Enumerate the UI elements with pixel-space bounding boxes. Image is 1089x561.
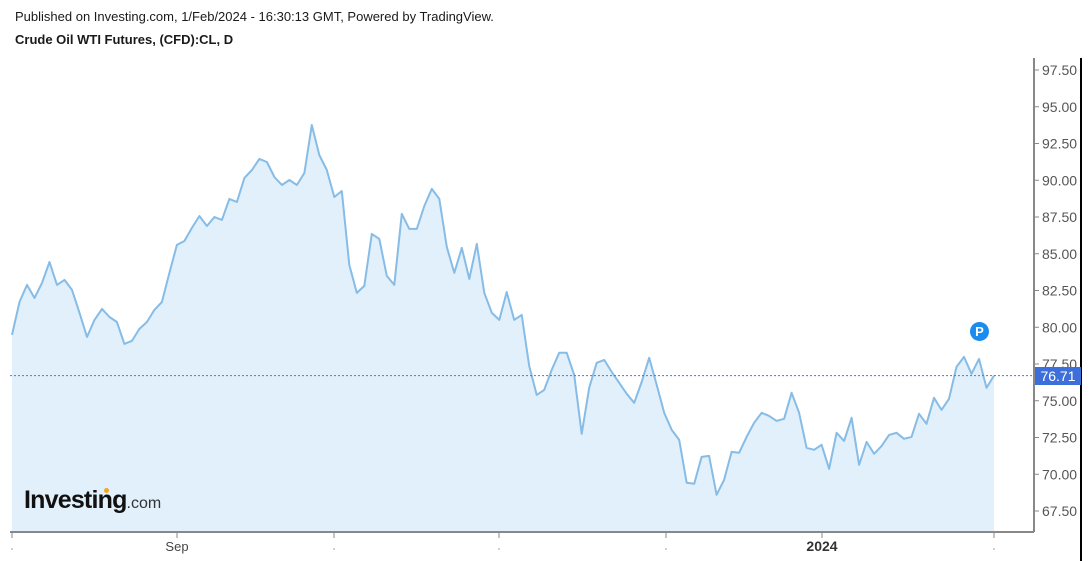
x-axis[interactable]: Sep 2024 bbox=[11, 532, 995, 554]
position-marker-icon[interactable]: P bbox=[970, 322, 989, 341]
last-price-tag: 76.71 bbox=[1035, 366, 1081, 385]
y-tick-label: 67.50 bbox=[1042, 503, 1077, 519]
y-tick-label: 82.50 bbox=[1042, 283, 1077, 299]
y-tick-label: 95.00 bbox=[1042, 99, 1077, 115]
right-border bbox=[1080, 58, 1082, 561]
chart-axes bbox=[10, 58, 1035, 533]
y-tick-label: 90.00 bbox=[1042, 172, 1077, 188]
y-axis[interactable]: 97.50 95.00 92.50 90.00 87.50 85.00 82.50 80.00… bbox=[1034, 62, 1077, 519]
y-tick-label: 80.00 bbox=[1042, 319, 1077, 335]
price-area bbox=[11, 124, 995, 532]
y-tick-label: 72.50 bbox=[1042, 430, 1077, 446]
x-tick-label: 2024 bbox=[806, 538, 837, 554]
y-tick-label: 92.50 bbox=[1042, 136, 1077, 152]
y-tick-label: 87.50 bbox=[1042, 209, 1077, 225]
y-tick-label: 70.00 bbox=[1042, 466, 1077, 482]
x-tick-label: Sep bbox=[165, 539, 188, 554]
logo-suffix: .com bbox=[126, 495, 162, 512]
y-tick-label: 97.50 bbox=[1042, 62, 1077, 78]
logo-dot-icon bbox=[104, 488, 109, 493]
chart-title: Crude Oil WTI Futures, (CFD):CL, D bbox=[15, 32, 234, 47]
y-tick-label: 85.00 bbox=[1042, 246, 1077, 262]
published-info: Published on Investing.com, 1/Feb/2024 -… bbox=[15, 9, 494, 24]
logo-text: Investing bbox=[24, 486, 127, 514]
y-tick-label: 75.00 bbox=[1042, 393, 1077, 409]
investing-logo: Investing.com bbox=[24, 486, 161, 515]
